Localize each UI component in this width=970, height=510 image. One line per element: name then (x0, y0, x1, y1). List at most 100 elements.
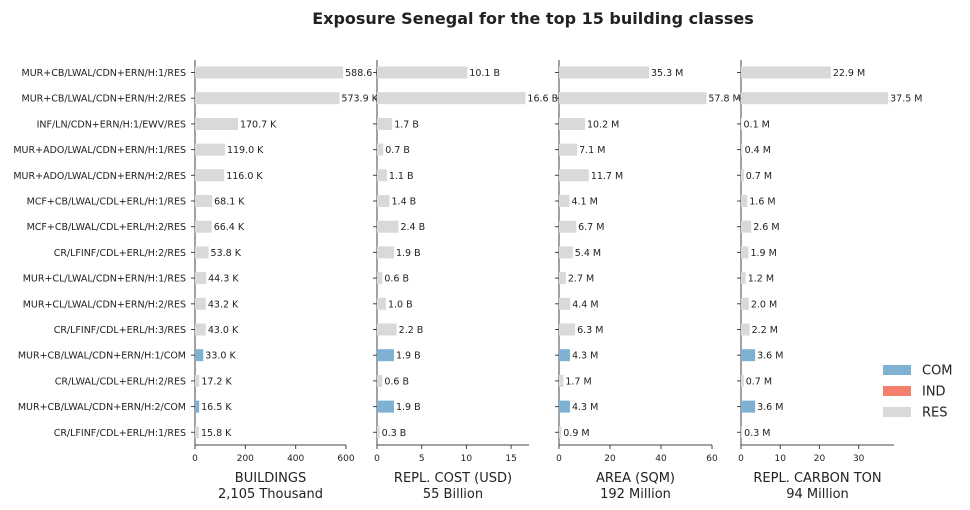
bar (195, 169, 225, 182)
x-tick-label: 10 (775, 454, 787, 464)
bar (195, 297, 206, 310)
bar (559, 246, 573, 259)
bar-value-label: 3.6 M (757, 402, 783, 413)
bar (559, 169, 589, 182)
bar-value-label: 44.3 K (208, 274, 239, 285)
x-tick-label: 0 (738, 454, 744, 464)
legend: COM IND RES (883, 364, 953, 421)
bar (377, 66, 468, 79)
bar (377, 400, 394, 413)
bar (195, 272, 207, 285)
bar-value-label: 0.1 M (744, 119, 770, 130)
legend-label-res: RES (922, 406, 948, 421)
bar-value-label: 0.6 B (384, 376, 409, 387)
bar-value-label: 57.8 M (708, 94, 740, 105)
bar-value-label: 1.9 B (396, 248, 421, 259)
legend-label-ind: IND (922, 385, 946, 400)
x-tick-label: 40 (655, 454, 667, 464)
legend-label-com: COM (922, 364, 953, 379)
bar-value-label: 43.2 K (208, 299, 239, 310)
x-tick-label: 0 (556, 454, 562, 464)
bar-value-label: 0.3 B (382, 428, 407, 439)
bar (195, 374, 200, 387)
bar (377, 323, 397, 336)
category-label: MUR+ADO/LWAL/CDN+ERN/H:1/RES (13, 145, 186, 156)
bar (559, 92, 707, 105)
x-tick-label: 5 (419, 454, 425, 464)
chart-title: Exposure Senegal for the top 15 building… (312, 9, 754, 28)
category-label: MUR+CL/LWAL/CDN+ERN/H:2/RES (23, 299, 186, 310)
bar-value-label: 2.7 M (568, 274, 594, 285)
bar (559, 220, 577, 233)
category-labels: MUR+CB/LWAL/CDN+ERN/H:1/RES MUR+CB/LWAL/C… (13, 68, 186, 439)
x-tick-label: 400 (287, 454, 304, 464)
bar-value-label: 0.9 M (563, 428, 589, 439)
bar-value-label: 1.4 B (392, 197, 417, 208)
bar (559, 66, 650, 79)
bar-value-label: 116.0 K (226, 171, 263, 182)
bar-value-label: 4.4 M (572, 299, 598, 310)
panel-4: 0 10 20 30 22.9 M 37.5 M 0.1 M 0.4 M 0.7 M 1.6 M 2… (737, 60, 922, 502)
x-tick-label: 60 (706, 454, 718, 464)
bar (741, 272, 746, 285)
category-label: MUR+CB/LWAL/CDN+ERN/H:1/RES (22, 68, 187, 79)
bar-value-label: 10.2 M (587, 119, 619, 130)
x-tick-label: 0 (374, 454, 380, 464)
category-label: INF/LN/CDN+ERN/H:1/EWV/RES (37, 119, 186, 130)
legend-swatch-res (883, 407, 911, 417)
bar (377, 92, 526, 105)
bar (195, 323, 206, 336)
bar-value-label: 2.4 B (400, 222, 425, 233)
bar-value-label: 33.0 K (205, 351, 236, 362)
bar-value-label: 119.0 K (227, 145, 264, 156)
bar (377, 426, 380, 439)
bar-value-label: 1.1 B (389, 171, 414, 182)
bar (559, 400, 570, 413)
bar (559, 426, 562, 439)
bar-value-label: 588.6 K (345, 68, 382, 79)
category-label: CR/LFINF/CDL+ERL/H:3/RES (54, 325, 186, 336)
category-label: CR/LWAL/CDL+ERL/H:2/RES (55, 376, 186, 387)
bar (741, 374, 744, 387)
bar-value-label: 66.4 K (214, 222, 245, 233)
bar (741, 323, 750, 336)
bar-value-label: 4.1 M (571, 197, 597, 208)
bar-value-label: 6.3 M (577, 325, 603, 336)
bar (195, 349, 204, 362)
x-axis-total: 94 Million (786, 487, 849, 502)
bar-value-label: 2.2 M (752, 325, 778, 336)
x-tick-label: 15 (505, 454, 516, 464)
bar (559, 297, 571, 310)
panel-1: 0 200 400 600 588.6 K 573.9 K 170.7 K 119.0 K 11… (191, 60, 382, 502)
x-tick-label: 200 (237, 454, 254, 464)
bar (377, 117, 393, 130)
bar (195, 400, 200, 413)
x-axis-title: REPL. CARBON TON (753, 471, 881, 486)
bar-value-label: 5.4 M (575, 248, 601, 259)
bar-value-label: 35.3 M (651, 68, 683, 79)
legend-swatch-com (883, 365, 911, 375)
bar-value-label: 68.1 K (214, 197, 245, 208)
bar (741, 246, 749, 259)
bar-value-label: 1.9 B (396, 402, 421, 413)
bar (377, 374, 383, 387)
bar-value-label: 2.6 M (753, 222, 779, 233)
x-tick-label: 20 (814, 454, 826, 464)
x-tick-label: 30 (853, 454, 865, 464)
bar-value-label: 1.0 B (388, 299, 413, 310)
x-tick-label: 0 (192, 454, 198, 464)
bar (741, 400, 756, 413)
x-axis-total: 55 Billion (423, 487, 483, 502)
x-tick-label: 10 (461, 454, 473, 464)
bar-value-label: 0.7 B (385, 145, 410, 156)
bar-value-label: 4.3 M (572, 402, 598, 413)
bar (377, 169, 387, 182)
bar-value-label: 16.6 B (527, 94, 558, 105)
bar (741, 426, 743, 439)
bar-value-label: 16.5 K (201, 402, 232, 413)
bar (377, 246, 394, 259)
bar (741, 66, 831, 79)
bar-value-label: 0.7 M (746, 171, 772, 182)
x-axis-title: BUILDINGS (235, 471, 306, 486)
